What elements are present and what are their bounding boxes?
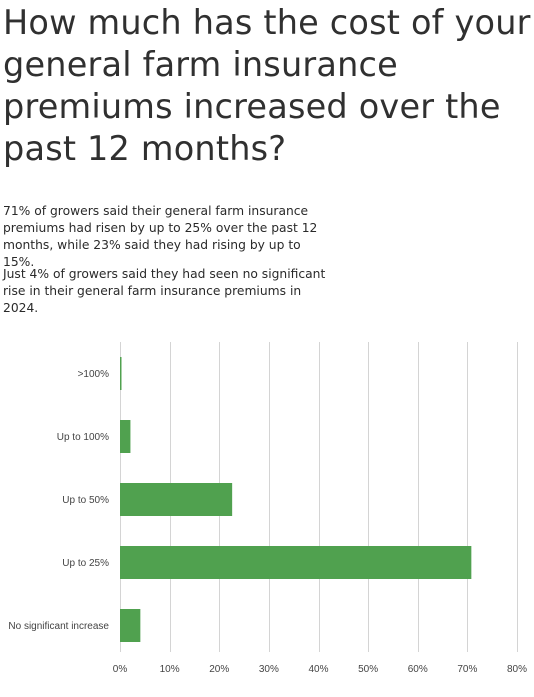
x-tick-label: 70%	[457, 664, 477, 675]
category-label: Up to 100%	[57, 432, 109, 443]
x-tick-label: 20%	[209, 664, 229, 675]
bar	[120, 483, 233, 516]
x-tick-label: 30%	[259, 664, 279, 675]
bar	[120, 546, 472, 579]
secondary-paragraph: Just 4% of growers said they had seen no…	[3, 267, 326, 315]
x-tick-label: 0%	[113, 664, 128, 675]
category-label: >100%	[78, 369, 110, 380]
x-tick-label: 40%	[308, 664, 328, 675]
page-title: How much has the cost of your general fa…	[3, 3, 531, 168]
x-tick-label: 80%	[507, 664, 527, 675]
x-tick-label: 60%	[408, 664, 428, 675]
intro-paragraph: 71% of growers said their general farm i…	[3, 204, 318, 269]
category-label: Up to 25%	[62, 558, 109, 569]
bar	[120, 420, 131, 453]
bar	[120, 357, 122, 390]
x-tick-label: 10%	[160, 664, 180, 675]
category-label: Up to 50%	[62, 495, 109, 506]
bar-chart: >100% Up to 100% Up to 50% Up to 25% No sign…	[8, 342, 527, 675]
category-label: No significant increase	[8, 621, 109, 632]
bar	[120, 609, 141, 642]
x-tick-label: 50%	[358, 664, 378, 675]
